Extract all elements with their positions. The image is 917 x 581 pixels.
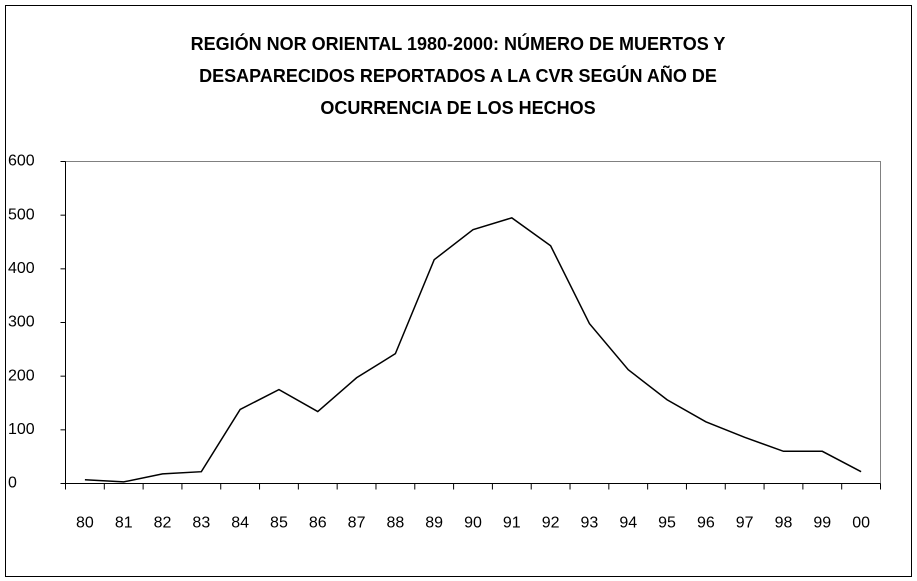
x-tick-label: 84 <box>231 515 249 532</box>
x-tick-label: 85 <box>270 515 288 532</box>
x-tick-label: 88 <box>386 515 404 532</box>
x-tick-label: 81 <box>115 515 133 532</box>
x-tick-label: 89 <box>425 515 443 532</box>
line <box>84 217 862 483</box>
x-tick-label: 83 <box>192 515 210 532</box>
y-tick-label: 500 <box>8 206 35 223</box>
x-tick-label: 95 <box>658 515 676 532</box>
x-tick-label: 80 <box>76 515 94 532</box>
chart-frame <box>5 5 912 577</box>
x-tick-label: 94 <box>619 515 637 532</box>
x-tick-label: 86 <box>309 515 327 532</box>
x-tick-label: 82 <box>154 515 172 532</box>
x-tick-label: 90 <box>464 515 482 532</box>
y-tick-label: 400 <box>8 260 35 277</box>
y-tick-label: 200 <box>8 367 35 384</box>
y-tick-label: 300 <box>8 314 35 331</box>
x-tick-label: 91 <box>503 515 521 532</box>
x-tick-label: 97 <box>736 515 754 532</box>
y-tick-label: 0 <box>8 475 17 492</box>
y-tick-label: 100 <box>8 421 35 438</box>
x-tick-label: 98 <box>775 515 793 532</box>
x-tick-label: 92 <box>542 515 560 532</box>
x-tick-label: 00 <box>852 515 870 532</box>
x-tick-label: 87 <box>348 515 366 532</box>
x-tick-label: 96 <box>697 515 715 532</box>
x-tick-label: 99 <box>813 515 831 532</box>
chart-title: REGIÓN NOR ORIENTAL 1980-2000: NÚMERO DE… <box>191 33 726 54</box>
chart-title: DESAPARECIDOS REPORTADOS A LA CVR SEGÚN … <box>199 65 717 86</box>
x-tick-label: 93 <box>581 515 599 532</box>
y-tick-label: 600 <box>8 153 35 170</box>
chart-title: OCURRENCIA DE LOS HECHOS <box>320 98 595 118</box>
